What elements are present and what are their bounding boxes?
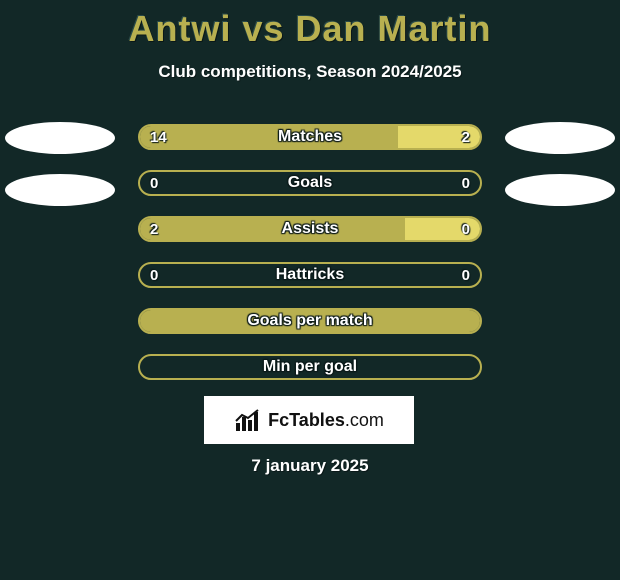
stat-label: Hattricks: [140, 264, 480, 286]
stat-row: 00Hattricks: [138, 262, 482, 288]
stat-label: Min per goal: [140, 356, 480, 378]
page-title: Antwi vs Dan Martin: [0, 0, 620, 50]
comparison-bars: 142Matches 00Goals 20Assists 00Hattricks Goa…: [138, 124, 482, 400]
stat-label: Assists: [140, 218, 480, 240]
player-right-avatar-placeholder-2: [505, 174, 615, 206]
brand-badge: FcTables.com: [204, 396, 414, 444]
player-left-avatar-placeholder-2: [5, 174, 115, 206]
player-left-avatar-placeholder: [5, 122, 115, 154]
player-right-avatar-placeholder: [505, 122, 615, 154]
stat-row: 20Assists: [138, 216, 482, 242]
stat-row: Min per goal: [138, 354, 482, 380]
subtitle: Club competitions, Season 2024/2025: [0, 62, 620, 82]
brand-text: FcTables.com: [268, 410, 384, 431]
date-label: 7 january 2025: [0, 456, 620, 476]
stat-row: 142Matches: [138, 124, 482, 150]
stat-row: Goals per match: [138, 308, 482, 334]
stat-label: Matches: [140, 126, 480, 148]
stat-row: 00Goals: [138, 170, 482, 196]
stat-label: Goals per match: [140, 310, 480, 332]
stat-label: Goals: [140, 172, 480, 194]
chart-icon: [234, 409, 262, 431]
